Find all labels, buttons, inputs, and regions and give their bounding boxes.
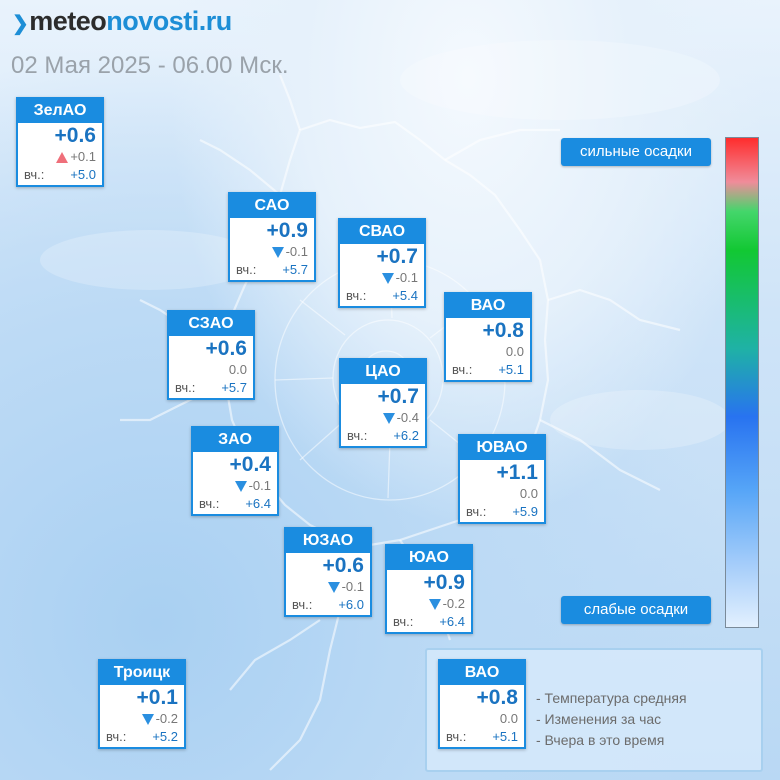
district-change: -0.1	[193, 477, 277, 495]
scale-label-strong: сильные осадки	[561, 138, 711, 166]
district-name: ЦАО	[341, 360, 425, 384]
district-card-yuao: ЮАО +0.9 -0.2 вч.: +6.4	[385, 544, 473, 634]
district-temp: +0.6	[54, 124, 96, 147]
district-card-yuvao: ЮВАО +1.1 0.0 вч.: +5.9	[458, 434, 546, 524]
district-change: 0.0	[505, 344, 524, 359]
district-temp: +0.1	[136, 686, 178, 709]
scale-label-weak: слабые осадки	[561, 596, 711, 624]
legend-text-yesterday: - Вчера в это время	[536, 732, 665, 748]
district-temp: +0.6	[322, 554, 364, 577]
precipitation-scale-bar	[725, 137, 759, 628]
district-yesterday: вч.: +6.4	[199, 496, 271, 511]
district-name: СЗАО	[169, 312, 253, 336]
district-yesterday: вч.: +5.1	[446, 729, 518, 744]
district-name: ЮЗАО	[286, 529, 370, 553]
down-triangle-icon	[327, 582, 340, 594]
district-yesterday: вч.: +5.7	[175, 380, 247, 395]
down-triangle-icon	[234, 481, 247, 493]
up-triangle-icon	[56, 152, 69, 164]
district-temp: +0.6	[205, 337, 247, 360]
district-card-zao: ЗАО +0.4 -0.1 вч.: +6.4	[191, 426, 279, 516]
district-card-sao: САО +0.9 -0.1 вч.: +5.7	[228, 192, 316, 282]
district-temp: +0.8	[482, 319, 524, 342]
district-name: САО	[230, 194, 314, 218]
district-card-svao: СВАО +0.7 -0.1 вч.: +5.4	[338, 218, 426, 308]
district-change: 0.0	[499, 711, 518, 726]
district-yesterday: вч.: +6.2	[347, 428, 419, 443]
district-name: Троицк	[100, 661, 184, 685]
down-triangle-icon	[381, 273, 394, 285]
district-name: ЗелАО	[18, 99, 102, 123]
down-triangle-icon	[141, 714, 154, 726]
district-card-szao: СЗАО +0.6 0.0 вч.: +5.7	[167, 310, 255, 400]
district-card-troitsk: Троицк +0.1 -0.2 вч.: +5.2	[98, 659, 186, 749]
district-yesterday: вч.: +5.0	[24, 167, 96, 182]
district-temp: +0.7	[376, 245, 418, 268]
district-change: -0.2	[100, 710, 184, 728]
district-change: 0.0	[519, 486, 538, 501]
district-yesterday: вч.: +5.2	[106, 729, 178, 744]
legend-text-temp: - Температура средняя	[536, 690, 687, 706]
district-card-zelao: ЗелАО +0.6 +0.1 вч.: +5.0	[16, 97, 104, 187]
district-card-yuzao: ЮЗАО +0.6 -0.1 вч.: +6.0	[284, 527, 372, 617]
district-name: ВАО	[446, 294, 530, 318]
district-name: ЮВАО	[460, 436, 544, 460]
date-time: 02 Мая 2025 - 06.00 Мск.	[11, 52, 289, 79]
district-temp: +0.7	[377, 385, 419, 408]
district-yesterday: вч.: +6.4	[393, 614, 465, 629]
district-name: ЮАО	[387, 546, 471, 570]
district-change: +0.1	[18, 148, 102, 166]
district-change: -0.1	[230, 243, 314, 261]
district-name: ЗАО	[193, 428, 277, 452]
legend-sample-card: ВАО +0.8 0.0 вч.: +5.1	[438, 659, 526, 749]
district-temp: +1.1	[496, 461, 538, 484]
district-change: -0.1	[286, 578, 370, 596]
district-change: -0.2	[387, 595, 471, 613]
district-yesterday: вч.: +5.9	[466, 504, 538, 519]
site-logo: ❯meteonovosti.ru	[12, 6, 232, 36]
down-triangle-icon	[428, 599, 441, 611]
district-temp: +0.4	[229, 453, 271, 476]
district-yesterday: вч.: +5.7	[236, 262, 308, 277]
district-yesterday: вч.: +6.0	[292, 597, 364, 612]
district-card-vao: ВАО +0.8 0.0 вч.: +5.1	[444, 292, 532, 382]
district-name: СВАО	[340, 220, 424, 244]
district-yesterday: вч.: +5.4	[346, 288, 418, 303]
district-yesterday: вч.: +5.1	[452, 362, 524, 377]
district-change: 0.0	[228, 362, 247, 377]
down-triangle-icon	[382, 413, 395, 425]
district-card-tsao: ЦАО +0.7 -0.4 вч.: +6.2	[339, 358, 427, 448]
district-change: -0.1	[340, 269, 424, 287]
down-triangle-icon	[271, 247, 284, 259]
district-name: ВАО	[440, 661, 524, 685]
district-temp: +0.8	[476, 686, 518, 709]
district-change: -0.4	[341, 409, 425, 427]
district-temp: +0.9	[423, 571, 465, 594]
district-temp: +0.9	[266, 219, 308, 242]
legend-text-change: - Изменения за час	[536, 711, 662, 727]
logo-mark-icon: ❯	[12, 13, 29, 35]
